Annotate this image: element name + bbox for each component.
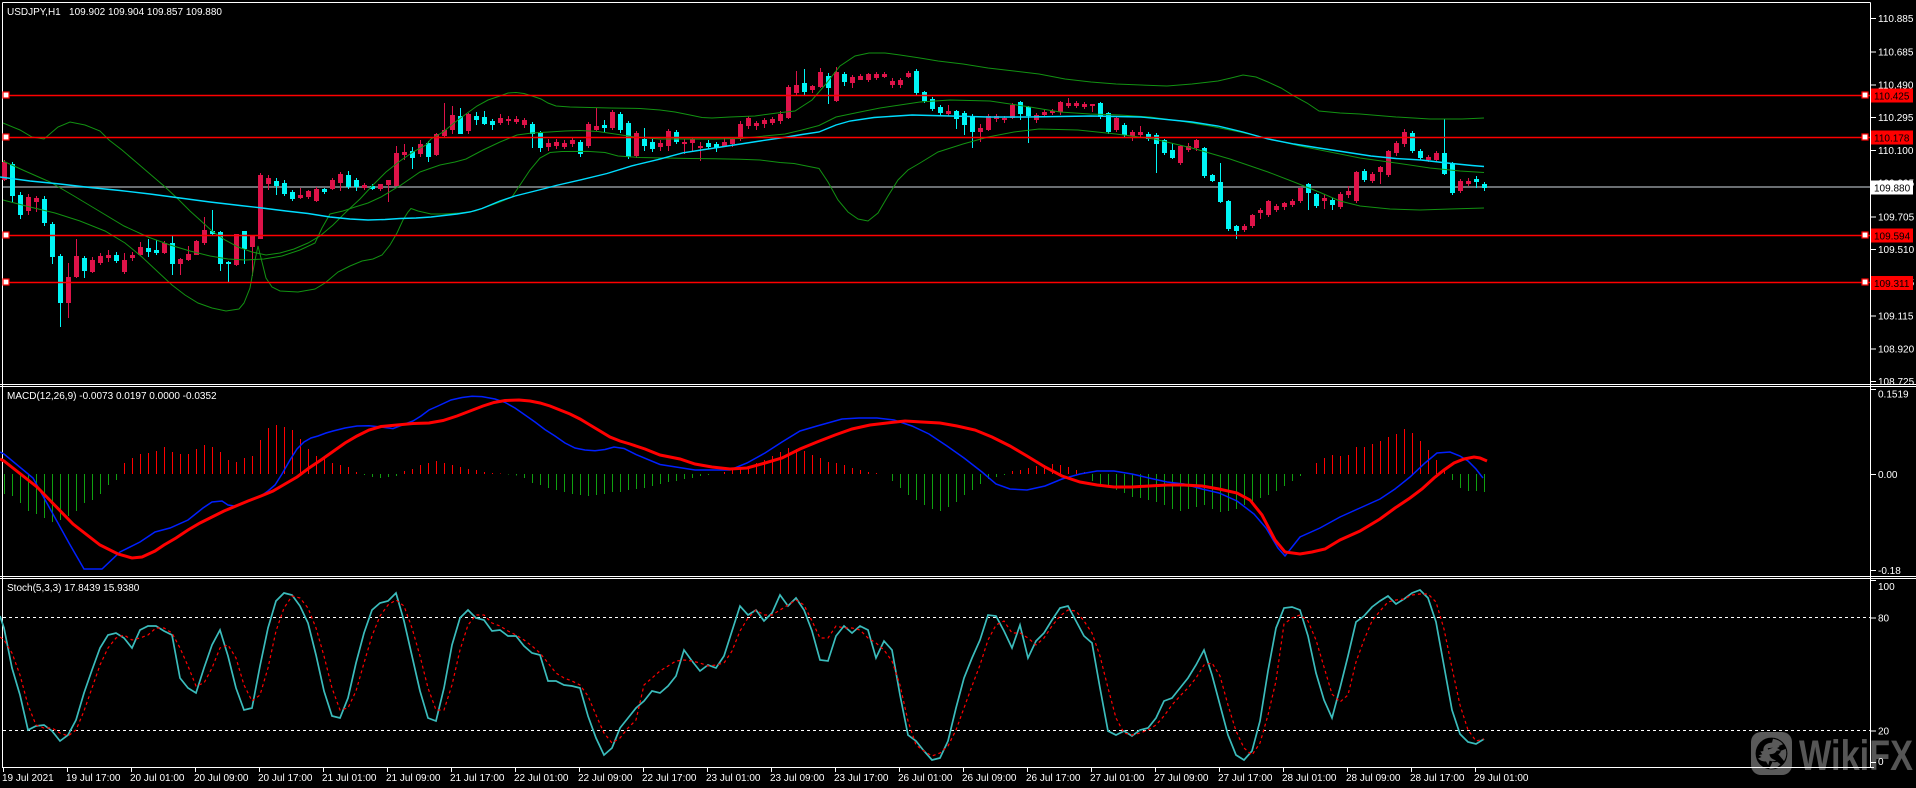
svg-text:19 Jul 17:00: 19 Jul 17:00: [66, 773, 121, 784]
svg-text:MACD(12,26,9) -0.0073 0.0197 0: MACD(12,26,9) -0.0073 0.0197 0.0000 -0.0…: [7, 391, 217, 402]
svg-text:26 Jul 17:00: 26 Jul 17:00: [1026, 773, 1081, 784]
svg-text:27 Jul 09:00: 27 Jul 09:00: [1154, 773, 1209, 784]
svg-text:21 Jul 09:00: 21 Jul 09:00: [386, 773, 441, 784]
svg-text:109.311: 109.311: [1874, 279, 1910, 290]
svg-text:29 Jul 01:00: 29 Jul 01:00: [1474, 773, 1529, 784]
svg-text:0.1519: 0.1519: [1878, 390, 1909, 401]
svg-text:20: 20: [1878, 727, 1890, 738]
svg-text:WikiFX: WikiFX: [1799, 732, 1913, 780]
svg-text:22 Jul 17:00: 22 Jul 17:00: [642, 773, 697, 784]
svg-text:80: 80: [1878, 614, 1890, 625]
svg-text:27 Jul 17:00: 27 Jul 17:00: [1218, 773, 1273, 784]
svg-text:28 Jul 01:00: 28 Jul 01:00: [1282, 773, 1337, 784]
svg-text:110.100: 110.100: [1878, 146, 1914, 157]
svg-text:23 Jul 09:00: 23 Jul 09:00: [770, 773, 825, 784]
svg-text:26 Jul 09:00: 26 Jul 09:00: [962, 773, 1017, 784]
svg-text:108.920: 108.920: [1878, 344, 1915, 355]
svg-text:Stoch(5,3,3) 17.8439 15.9380: Stoch(5,3,3) 17.8439 15.9380: [7, 583, 140, 594]
svg-text:0.00: 0.00: [1878, 470, 1898, 481]
svg-text:0: 0: [1878, 757, 1884, 768]
svg-text:26 Jul 01:00: 26 Jul 01:00: [898, 773, 953, 784]
svg-text:19 Jul 2021: 19 Jul 2021: [2, 773, 54, 784]
svg-text:23 Jul 17:00: 23 Jul 17:00: [834, 773, 889, 784]
svg-text:27 Jul 01:00: 27 Jul 01:00: [1090, 773, 1145, 784]
svg-text:110.685: 110.685: [1878, 48, 1914, 59]
svg-text:USDJPY,H1 109.902 109.904 10: USDJPY,H1 109.902 109.904 109.857 109.88…: [7, 7, 222, 18]
svg-text:23 Jul 01:00: 23 Jul 01:00: [706, 773, 761, 784]
svg-text:20 Jul 01:00: 20 Jul 01:00: [130, 773, 185, 784]
svg-text:110.885: 110.885: [1878, 14, 1914, 25]
svg-text:-0.18: -0.18: [1878, 566, 1901, 577]
svg-text:20 Jul 09:00: 20 Jul 09:00: [194, 773, 249, 784]
svg-text:20 Jul 17:00: 20 Jul 17:00: [258, 773, 313, 784]
svg-text:22 Jul 01:00: 22 Jul 01:00: [514, 773, 569, 784]
svg-text:110.295: 110.295: [1878, 113, 1914, 124]
svg-text:21 Jul 17:00: 21 Jul 17:00: [450, 773, 505, 784]
svg-text:28 Jul 17:00: 28 Jul 17:00: [1410, 773, 1465, 784]
svg-text:109.705: 109.705: [1878, 212, 1915, 223]
svg-text:110.178: 110.178: [1874, 134, 1910, 145]
svg-text:109.115: 109.115: [1878, 312, 1914, 323]
svg-text:21 Jul 01:00: 21 Jul 01:00: [322, 773, 377, 784]
svg-text:110.425: 110.425: [1874, 92, 1910, 103]
svg-text:109.510: 109.510: [1878, 245, 1915, 256]
svg-text:22 Jul 09:00: 22 Jul 09:00: [578, 773, 633, 784]
svg-text:108.725: 108.725: [1878, 377, 1915, 388]
svg-text:28 Jul 09:00: 28 Jul 09:00: [1346, 773, 1401, 784]
svg-text:109.880: 109.880: [1874, 184, 1911, 195]
svg-text:109.594: 109.594: [1874, 232, 1911, 243]
svg-text:110.490: 110.490: [1878, 80, 1914, 91]
svg-text:100: 100: [1878, 582, 1895, 593]
